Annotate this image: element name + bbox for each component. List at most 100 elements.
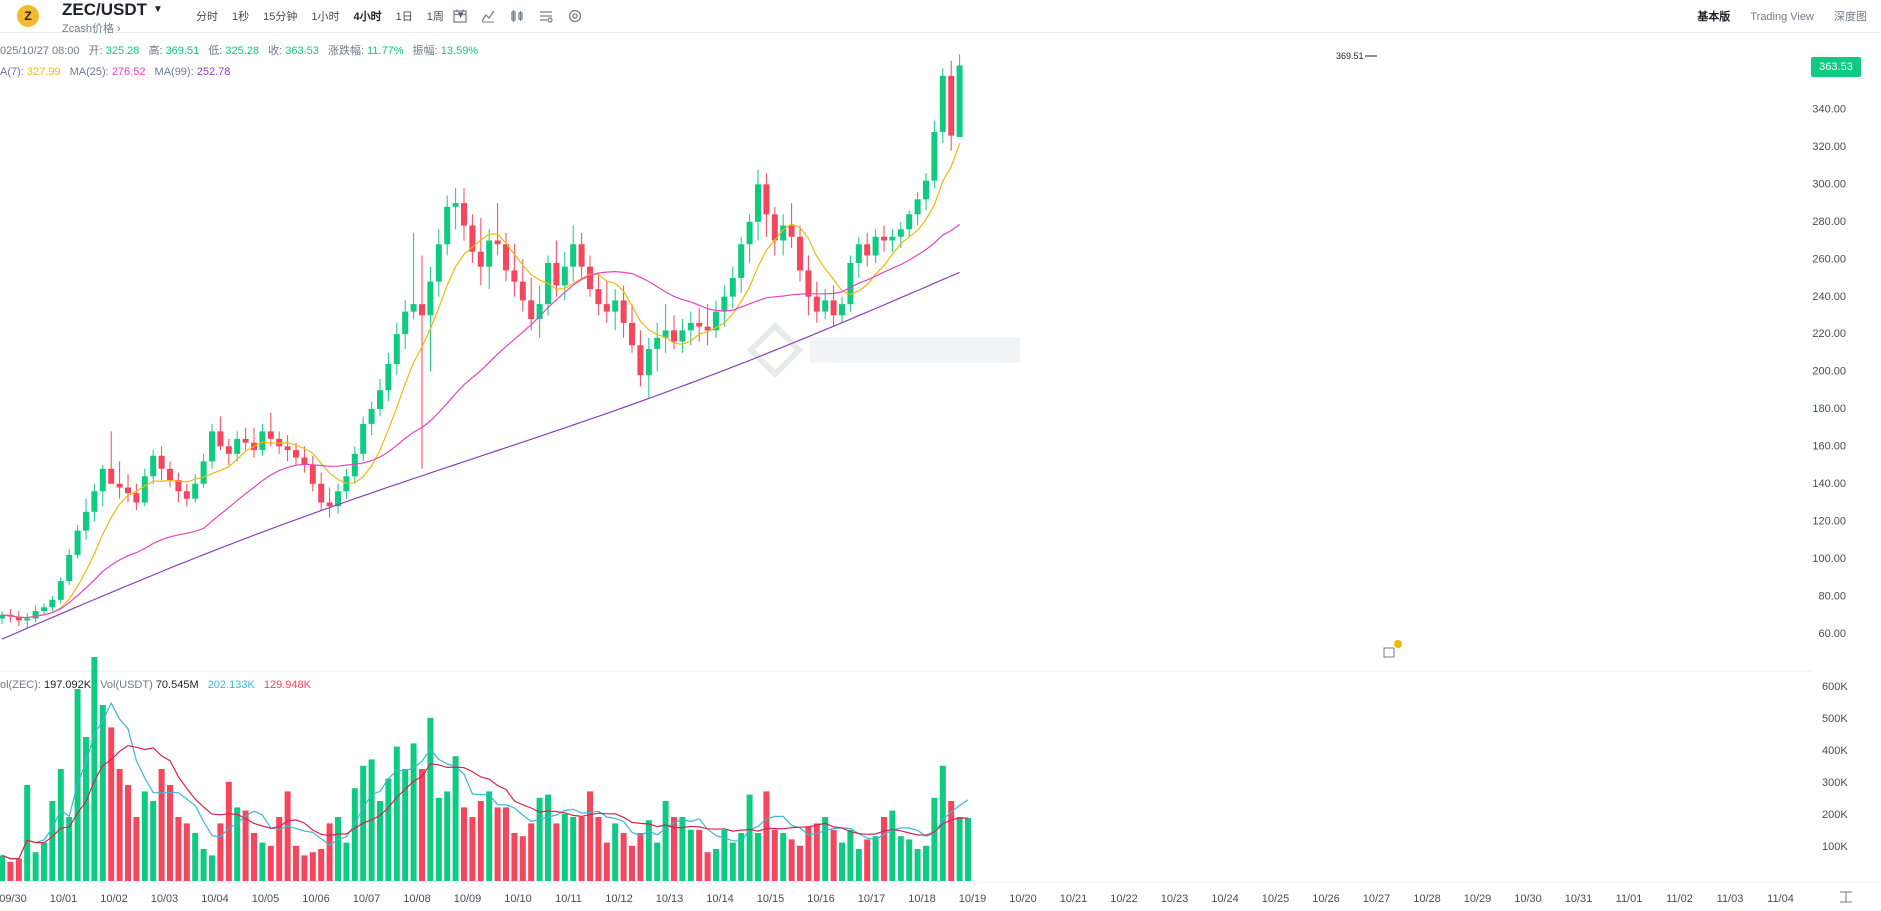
- candle-body: [763, 184, 770, 215]
- candle: [671, 315, 677, 350]
- volume-bar: [427, 717, 434, 881]
- volume-bar: [897, 836, 904, 881]
- candle: [881, 225, 887, 252]
- ma25-label: MA(25):: [69, 66, 109, 78]
- candle: [427, 266, 434, 372]
- volume-bar: [267, 845, 274, 881]
- volume-bar: [351, 788, 358, 881]
- candle-body: [7, 614, 14, 617]
- candle: [116, 461, 123, 499]
- candle: [503, 233, 509, 282]
- volume-bar: [620, 833, 627, 881]
- volume-bar: [24, 785, 31, 881]
- date-axis-label: 10/26: [1312, 893, 1340, 905]
- candle-type-icon[interactable]: [509, 8, 525, 24]
- fullscreen-icon[interactable]: [1840, 891, 1852, 903]
- interval-tab[interactable]: 1日: [395, 11, 413, 23]
- volume-bar: [587, 791, 593, 881]
- interval-tab[interactable]: 分时: [196, 11, 218, 23]
- date-axis-label: 10/12: [605, 893, 633, 905]
- pair-selector[interactable]: ZEC/USDT: [62, 0, 147, 20]
- volume-bar: [15, 858, 22, 881]
- volume-bar: [477, 801, 484, 881]
- volume-bar: [74, 689, 81, 881]
- view-tradingview[interactable]: Trading View: [1750, 11, 1814, 23]
- interval-tab[interactable]: 1周: [426, 11, 444, 23]
- candle: [578, 233, 585, 278]
- candle: [830, 285, 837, 327]
- candle: [360, 416, 367, 462]
- candle: [956, 54, 963, 138]
- candle: [83, 498, 89, 540]
- candle: [66, 549, 73, 585]
- ma99-line: [1, 271, 960, 640]
- indicator-icon[interactable]: [480, 8, 496, 24]
- price-axis-label: 200.00: [1812, 366, 1846, 378]
- calendar-icon[interactable]: [452, 8, 468, 24]
- candle-body: [385, 364, 392, 391]
- volume-bar: [931, 797, 938, 881]
- volume-bar: [813, 823, 820, 881]
- candle-body: [267, 431, 274, 439]
- gear-icon[interactable]: [567, 8, 583, 24]
- volume-bar: [0, 855, 5, 881]
- interval-tab[interactable]: 1秒: [232, 11, 250, 23]
- screenshot-icon[interactable]: [1383, 640, 1402, 658]
- volume-bar: [645, 820, 652, 881]
- candle-body: [225, 446, 232, 454]
- candle-body: [192, 483, 199, 499]
- candle: [108, 431, 115, 484]
- candle: [839, 296, 845, 323]
- high-marker: 369.51: [1336, 51, 1377, 61]
- view-depth[interactable]: 深度图: [1834, 11, 1867, 23]
- vol-usdt-value: 70.545M: [155, 679, 199, 691]
- chart-settings-icon[interactable]: [538, 8, 554, 24]
- interval-tab-active[interactable]: 4小时: [353, 11, 382, 23]
- date-axis-label: 10/09: [454, 893, 482, 905]
- candle: [183, 483, 190, 507]
- candle-body: [612, 300, 619, 312]
- interval-tab[interactable]: 1小时: [311, 11, 340, 23]
- volume-bar: [847, 829, 854, 881]
- candle-body: [528, 300, 535, 320]
- candle-body: [881, 236, 887, 241]
- candle-body: [553, 262, 560, 286]
- volume-bar: [939, 765, 946, 881]
- date-axis-label: 10/01: [50, 893, 78, 905]
- candle-body: [209, 431, 215, 462]
- candle: [545, 255, 551, 316]
- coin-price-link[interactable]: Zcash价格 ›: [62, 23, 121, 35]
- date-axis-label: 10/31: [1565, 893, 1593, 905]
- volume-bar: [713, 849, 719, 881]
- candle-body: [738, 244, 745, 278]
- candle: [167, 461, 173, 488]
- price-axis-label: 100.00: [1812, 553, 1846, 565]
- date-axis-label: 10/13: [656, 893, 684, 905]
- volume-bar: [612, 823, 619, 881]
- volume-bar: [738, 833, 745, 881]
- candle-body: [150, 455, 157, 477]
- date-axis-label: 10/19: [959, 893, 987, 905]
- volume-bar: [805, 826, 812, 881]
- candle-body: [116, 483, 123, 488]
- candle-body: [713, 311, 719, 331]
- candle-body: [335, 491, 341, 507]
- candle-body: [864, 244, 871, 256]
- candle-body: [780, 225, 787, 241]
- volume-bar: [225, 781, 232, 881]
- candle-date: 025/10/27 08:00: [0, 45, 80, 57]
- candle-body: [83, 511, 89, 531]
- pair-dropdown-icon[interactable]: ▼: [153, 4, 163, 15]
- low-label: 低:: [208, 45, 223, 57]
- view-switcher: 基本版 Trading View 深度图: [1680, 8, 1867, 24]
- volume-bar: [763, 791, 770, 881]
- date-axis-label: 10/10: [504, 893, 532, 905]
- view-basic[interactable]: 基本版: [1697, 11, 1731, 23]
- interval-tab[interactable]: 15分钟: [263, 11, 298, 23]
- volume-bar: [469, 817, 476, 881]
- candle: [234, 431, 241, 462]
- volume-bar: [839, 842, 845, 881]
- volume-bar: [175, 817, 182, 881]
- price-axis-label: 240.00: [1812, 291, 1846, 303]
- volume-bar: [150, 801, 157, 881]
